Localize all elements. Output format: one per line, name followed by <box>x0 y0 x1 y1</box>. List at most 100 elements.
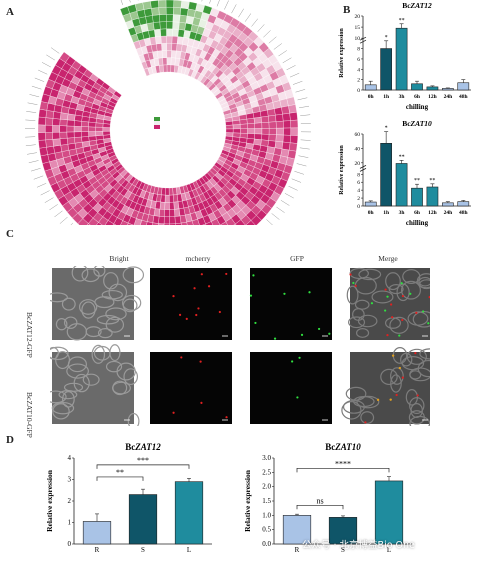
bar <box>282 515 312 545</box>
gene-label-tick <box>40 190 50 196</box>
micro-tile-r2-c3 <box>250 352 332 424</box>
y-tick-label: 20 <box>355 14 361 20</box>
bar <box>395 27 408 91</box>
gene-label-tick <box>266 219 273 225</box>
micro-tile-r1-c4 <box>346 267 430 340</box>
circular-heatmap <box>25 0 311 225</box>
y-tick-label: 8 <box>357 47 360 53</box>
bar <box>426 86 439 91</box>
row-label-zat12: BcZAT12-GFP <box>25 312 34 358</box>
gene-label-tick <box>273 43 282 50</box>
micro-tile-r1-c2 <box>150 268 232 340</box>
microscopy-grid <box>50 266 430 426</box>
x-tick-label: R <box>95 546 100 554</box>
significance-label: ns <box>316 496 323 505</box>
gene-label-tick <box>268 36 277 44</box>
axis-break <box>359 39 367 44</box>
gene-label-tick <box>280 200 290 206</box>
gene-label-tick <box>129 0 131 3</box>
zat10-chilling-chart: BcZAT10 Relative expression 0 2 4 6 8 20 40 60 0h 1… <box>339 119 471 227</box>
bar <box>442 88 454 91</box>
significance-label: * <box>385 126 388 132</box>
col-label-bright: Bright <box>109 254 129 263</box>
gene-label-tick <box>244 13 252 22</box>
gene-label-tick <box>299 105 310 109</box>
bar <box>411 187 423 207</box>
bar <box>328 517 358 545</box>
gene-label-tick <box>30 167 41 172</box>
zat12-chilling-chart: BcZAT12 Relative expression 0 2 4 6 8 10 15 20 0h 1… <box>339 1 471 111</box>
y-tick-label: 0.5 <box>262 526 271 534</box>
gene-label-tick <box>46 54 55 61</box>
gene-label-tick <box>38 69 48 75</box>
y-axis-label: Relative expression <box>243 469 252 532</box>
chart-title: BcZAT12 <box>125 442 161 452</box>
y-tick-label: 6 <box>357 180 360 186</box>
bar <box>380 48 392 91</box>
y-tick-label: 8 <box>357 172 360 178</box>
significance-label: **** <box>335 459 351 468</box>
x-tick-label: 12h <box>428 210 437 216</box>
gene-label-tick <box>276 206 285 213</box>
bar <box>395 163 408 207</box>
gene-label-tick <box>284 193 294 199</box>
heatmap-legend <box>154 117 160 129</box>
significance-label: ** <box>414 178 420 184</box>
gene-label-tick <box>216 0 220 7</box>
x-tick-label: 0h <box>368 94 374 100</box>
gene-label-tick <box>289 72 300 78</box>
bar <box>380 143 392 207</box>
gene-label-tick <box>44 197 54 203</box>
gene-label-tick <box>238 8 244 18</box>
bar <box>457 201 470 207</box>
gene-label-tick <box>26 111 37 113</box>
significance-label: ** <box>399 18 405 24</box>
x-tick-label: L <box>387 546 391 554</box>
y-tick-label: 2 <box>68 497 72 505</box>
gene-label-tick <box>31 85 42 90</box>
bar <box>82 521 112 545</box>
y-tick-label: 6 <box>357 57 360 63</box>
significance-label: *** <box>137 456 149 465</box>
gene-label-tick <box>298 155 309 158</box>
gene-label-tick <box>224 0 229 10</box>
microscopy-panel: Bright mcherry GFP Merge BcZAT12-GFP BcZ… <box>0 250 477 438</box>
gene-label-tick <box>292 80 303 85</box>
y-tick-label: 3 <box>68 476 72 484</box>
y-tick-label: 1.5 <box>262 497 271 505</box>
x-tick-label: S <box>341 546 345 554</box>
bar <box>426 186 439 207</box>
gene-label-tick <box>288 185 298 191</box>
watermark-text: 公众号 · 北京博益Bio One <box>302 540 415 551</box>
y-tick-label: 10 <box>355 36 361 42</box>
x-tick-label: 12h <box>428 94 437 100</box>
panel-b-label: B <box>343 4 351 16</box>
x-tick-label: 24h <box>444 94 453 100</box>
x-tick-label: 1h <box>383 94 389 100</box>
gene-label-tick <box>25 136 36 138</box>
gene-label-tick <box>201 0 203 2</box>
gene-label-tick <box>297 97 308 101</box>
x-tick-label: 48h <box>459 210 468 216</box>
panel-c-label: C <box>6 228 14 240</box>
y-tick-label: 4 <box>357 188 360 194</box>
y-tick-label: 60 <box>355 132 361 138</box>
gene-label-tick <box>294 171 305 175</box>
gene-label-tick <box>41 62 51 68</box>
y-tick-label: 1 <box>68 519 72 527</box>
gene-label-tick <box>299 147 310 150</box>
y-axis-label: Relative expression <box>339 145 345 195</box>
y-tick-label: 2 <box>357 196 360 202</box>
x-axis-label: chilling <box>406 219 429 227</box>
y-tick-label: 1.0 <box>262 511 271 519</box>
gene-label-tick <box>282 57 292 64</box>
y-tick-label: 0.0 <box>262 540 271 548</box>
gene-label-tick <box>300 114 311 117</box>
x-tick-label: 1h <box>383 210 389 216</box>
gene-label-tick <box>36 183 47 188</box>
gene-label-tick <box>257 24 265 32</box>
x-tick-label: 24h <box>444 210 453 216</box>
bar <box>174 481 204 545</box>
bar <box>374 480 404 545</box>
y-tick-label: 2.5 <box>262 468 271 476</box>
